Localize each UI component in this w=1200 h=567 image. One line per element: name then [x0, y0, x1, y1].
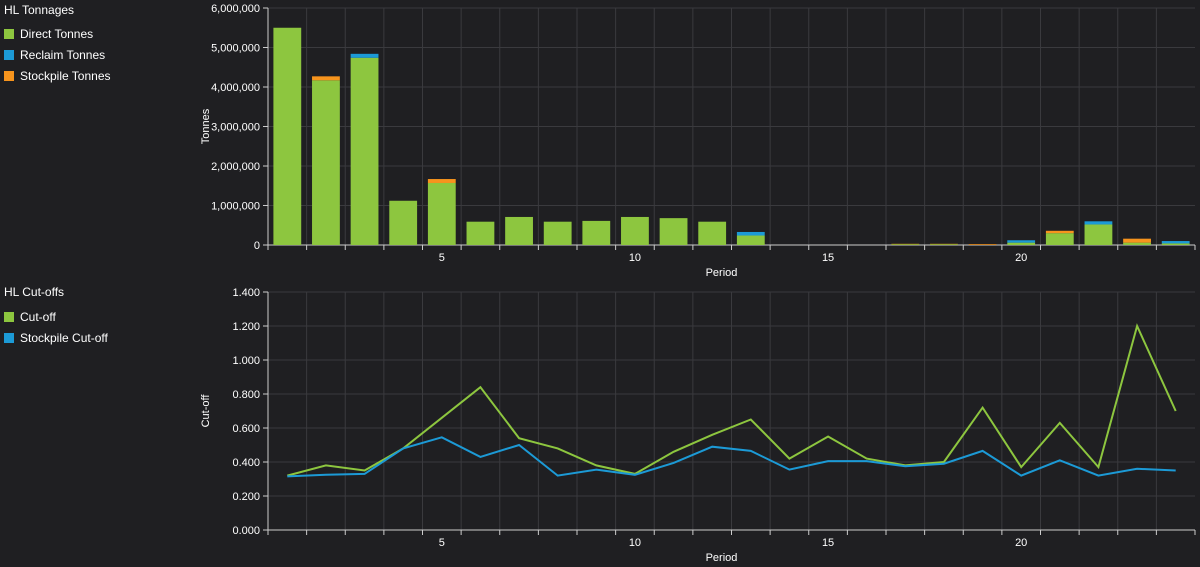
y-tick-label: 0.000: [232, 525, 260, 537]
bar-direct-tonnes: [698, 221, 727, 245]
legend-swatch-reclaim-tonnes: [4, 49, 14, 60]
x-axis-title: Period: [706, 552, 738, 564]
bar-direct-tonnes: [621, 216, 649, 245]
x-tick-label: 5: [439, 537, 445, 549]
legend-item-cut-off[interactable]: Cut-off: [4, 306, 108, 327]
bar-direct-tonnes: [273, 27, 302, 245]
y-tick-label: 3,000,000: [211, 122, 260, 134]
bar-direct-tonnes: [427, 182, 456, 245]
bar-stockpile-tonnes: [1123, 238, 1151, 243]
bar-direct-tonnes: [1084, 224, 1113, 245]
legend-swatch-cut-off: [4, 311, 14, 322]
bar-stockpile-tonnes: [1045, 230, 1074, 234]
bar-direct-tonnes: [659, 218, 688, 245]
x-tick-label: 20: [1015, 252, 1027, 264]
legend-swatch-stockpile-tonnes: [4, 70, 14, 81]
legend-label-stockpile-cut-off: Stockpile Cut-off: [20, 330, 108, 345]
cutoffs-legend: Cut-off Stockpile Cut-off: [4, 306, 108, 348]
bar-reclaim-tonnes: [1007, 240, 1036, 243]
legend-swatch-direct-tonnes: [4, 28, 14, 39]
y-tick-label: 1,000,000: [211, 201, 260, 213]
bar-direct-tonnes: [350, 57, 379, 245]
legend-label-direct-tonnes: Direct Tonnes: [20, 26, 94, 41]
legend-swatch-stockpile-cut-off: [4, 332, 14, 343]
bar-reclaim-tonnes: [1084, 221, 1113, 225]
y-tick-label: 1.000: [232, 355, 260, 367]
bar-direct-tonnes: [736, 235, 765, 245]
y-tick-label: 5,000,000: [211, 43, 260, 55]
bar-direct-tonnes: [1123, 242, 1151, 245]
x-tick-label: 15: [822, 537, 834, 549]
legend-item-stockpile-cut-off[interactable]: Stockpile Cut-off: [4, 327, 108, 348]
y-tick-label: 6,000,000: [211, 3, 260, 15]
bar-stockpile-tonnes: [427, 179, 456, 183]
bar-direct-tonnes: [466, 221, 495, 245]
x-axis-title: Period: [706, 267, 738, 279]
bar-reclaim-tonnes: [736, 231, 765, 236]
bar-direct-tonnes: [389, 200, 418, 245]
legend-item-stockpile-tonnes[interactable]: Stockpile Tonnes: [4, 65, 111, 86]
bar-stockpile-tonnes: [968, 244, 997, 245]
bar-direct-tonnes: [1161, 243, 1190, 245]
y-tick-label: 1.200: [232, 321, 260, 333]
bar-direct-tonnes: [1007, 242, 1036, 245]
y-tick-label: 0.800: [232, 389, 260, 401]
bar-reclaim-tonnes: [350, 53, 379, 58]
y-tick-label: 0: [254, 240, 260, 252]
y-tick-label: 0.600: [232, 423, 260, 435]
y-tick-label: 2,000,000: [211, 161, 260, 173]
legend-label-cut-off: Cut-off: [20, 309, 56, 324]
bar-direct-tonnes: [1045, 233, 1074, 245]
x-tick-label: 20: [1015, 537, 1027, 549]
y-tick-label: 1.400: [232, 287, 260, 299]
legend-label-stockpile-tonnes: Stockpile Tonnes: [20, 68, 111, 83]
bar-direct-tonnes: [891, 244, 920, 245]
line-cut-off: [287, 323, 1177, 477]
bar-direct-tonnes: [543, 221, 572, 245]
x-tick-label: 10: [629, 252, 641, 264]
bar-reclaim-tonnes: [1161, 241, 1190, 244]
tonnages-panel-title: HL Tonnages: [4, 3, 75, 17]
x-tick-label: 15: [822, 252, 834, 264]
bar-direct-tonnes: [505, 216, 533, 245]
tonnages-legend: Direct Tonnes Reclaim Tonnes Stockpile T…: [4, 23, 111, 86]
line-stockpile-cut-off: [287, 436, 1176, 478]
x-tick-label: 10: [629, 537, 641, 549]
y-tick-label: 4,000,000: [211, 82, 260, 94]
cutoffs-panel-title: HL Cut-offs: [4, 285, 65, 299]
bar-direct-tonnes: [582, 220, 611, 245]
y-tick-label: 0.400: [232, 457, 260, 469]
legend-item-direct-tonnes[interactable]: Direct Tonnes: [4, 23, 111, 44]
x-tick-label: 5: [439, 252, 445, 264]
legend-item-reclaim-tonnes[interactable]: Reclaim Tonnes: [4, 44, 111, 65]
bar-direct-tonnes: [930, 244, 958, 245]
bar-direct-tonnes: [312, 80, 340, 245]
y-tick-label: 0.200: [232, 491, 260, 503]
bar-stockpile-tonnes: [312, 76, 340, 81]
y-axis-title: Cut-off: [200, 394, 212, 428]
y-axis-title: Tonnes: [200, 108, 212, 144]
legend-label-reclaim-tonnes: Reclaim Tonnes: [20, 47, 106, 62]
